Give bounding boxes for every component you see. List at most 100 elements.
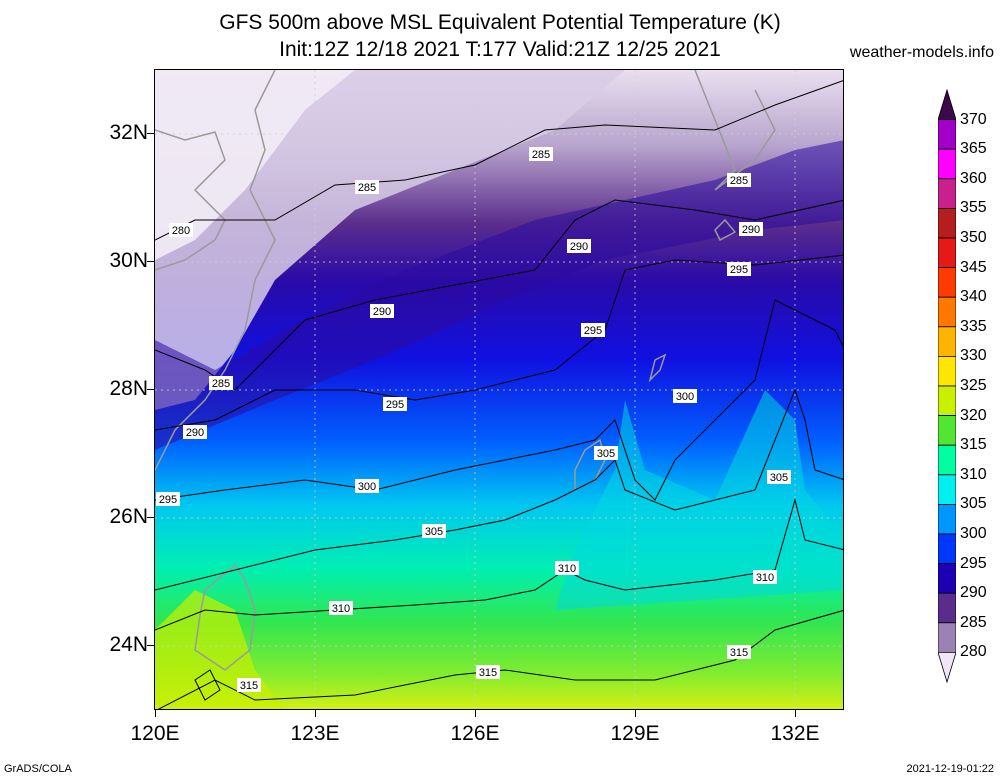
map-plot-area[interactable]: 280 285 285 285 285 290 290 290 290 295 … bbox=[154, 69, 844, 710]
svg-text:305: 305 bbox=[425, 526, 443, 538]
svg-text:290: 290 bbox=[570, 241, 588, 253]
colorbar-label: 325 bbox=[960, 377, 987, 394]
colorbar-label: 340 bbox=[960, 288, 987, 306]
svg-text:295: 295 bbox=[159, 494, 177, 506]
colorbar-swatch bbox=[938, 326, 956, 357]
contour-label: 290 bbox=[370, 304, 394, 318]
colorbar-swatch bbox=[938, 385, 956, 417]
contour-label: 290 bbox=[183, 425, 207, 439]
colorbar-swatch bbox=[938, 415, 956, 446]
map-svg: 280 285 285 285 285 290 290 290 290 295 … bbox=[155, 70, 843, 709]
svg-text:300: 300 bbox=[676, 391, 694, 403]
svg-text:315: 315 bbox=[730, 647, 748, 659]
lon-label-123e: 123E bbox=[290, 722, 340, 745]
svg-text:290: 290 bbox=[186, 427, 204, 439]
colorbar-swatch bbox=[938, 296, 956, 328]
svg-text:305: 305 bbox=[597, 448, 615, 460]
colorbar-swatch bbox=[938, 622, 956, 653]
lat-tick bbox=[147, 517, 154, 518]
colorbar-label: 355 bbox=[960, 199, 987, 217]
svg-text:305: 305 bbox=[770, 472, 788, 484]
lat-label-30n: 30N bbox=[109, 249, 148, 272]
svg-text:285: 285 bbox=[358, 182, 376, 194]
svg-text:290: 290 bbox=[373, 306, 391, 318]
colorbar-label: 280 bbox=[960, 643, 987, 661]
lat-label-24n: 24N bbox=[109, 633, 148, 656]
contour-label: 295 bbox=[727, 262, 751, 276]
colorbar-swatch bbox=[938, 563, 956, 594]
footer-timestamp: 2021-12-19-01:22 bbox=[906, 763, 994, 775]
colorbar-swatch bbox=[938, 355, 956, 387]
svg-text:295: 295 bbox=[584, 325, 602, 337]
lon-label-120e: 120E bbox=[130, 722, 180, 745]
contour-label: 295 bbox=[383, 397, 407, 411]
colorbar-label: 300 bbox=[960, 525, 987, 542]
svg-text:315: 315 bbox=[240, 680, 258, 692]
colorbar-swatch bbox=[938, 533, 956, 565]
colorbar-swatch bbox=[938, 208, 956, 239]
contour-label: 300 bbox=[355, 479, 379, 493]
lat-label-28n: 28N bbox=[109, 377, 148, 400]
contour-label: 290 bbox=[567, 239, 591, 253]
contour-label: 305 bbox=[422, 524, 446, 538]
contour-label: 280 bbox=[169, 223, 193, 237]
colorbar-label: 330 bbox=[960, 347, 987, 365]
svg-text:295: 295 bbox=[730, 264, 748, 276]
contour-label: 285 bbox=[355, 180, 379, 194]
footer-software: GrADS/COLA bbox=[4, 763, 72, 775]
contour-label: 290 bbox=[739, 222, 763, 236]
colorbar-swatch bbox=[938, 237, 956, 269]
svg-text:300: 300 bbox=[358, 481, 376, 493]
contour-label: 315 bbox=[727, 645, 751, 659]
svg-text:285: 285 bbox=[212, 378, 230, 390]
colorbar-label: 315 bbox=[960, 436, 987, 454]
contour-label: 310 bbox=[753, 570, 777, 584]
contour-label: 285 bbox=[529, 147, 553, 161]
contour-label: 300 bbox=[673, 389, 697, 403]
colorbar-swatch bbox=[938, 119, 956, 150]
colorbar-swatch bbox=[938, 88, 956, 120]
lon-label-126e: 126E bbox=[450, 722, 500, 745]
chart-subtitle: Init:12Z 12/18 2021 T:177 Valid:21Z 12/2… bbox=[279, 38, 721, 61]
colorbar-swatch bbox=[938, 148, 956, 180]
colorbar-swatch bbox=[938, 178, 956, 209]
svg-text:295: 295 bbox=[386, 399, 404, 411]
lat-tick bbox=[147, 133, 154, 134]
svg-text:280: 280 bbox=[172, 225, 190, 237]
colorbar-label: 290 bbox=[960, 584, 987, 602]
colorbar-label: 295 bbox=[960, 554, 987, 572]
contour-label: 310 bbox=[555, 561, 579, 575]
cold-air-region bbox=[155, 70, 625, 410]
lat-tick bbox=[147, 645, 154, 646]
lon-tick bbox=[475, 710, 476, 717]
svg-text:315: 315 bbox=[479, 667, 497, 679]
lon-label-132e: 132E bbox=[770, 722, 820, 745]
colorbar-label: 350 bbox=[960, 229, 987, 246]
colorbar-swatch bbox=[938, 503, 956, 535]
graticule bbox=[155, 70, 843, 709]
dark-purple-band bbox=[155, 140, 843, 450]
svg-text:285: 285 bbox=[730, 175, 748, 187]
contour-labels: 280 285 285 285 285 290 290 290 290 295 … bbox=[156, 147, 791, 692]
lon-tick bbox=[795, 710, 796, 717]
colorbar-label: 335 bbox=[960, 317, 987, 335]
colorbar-label: 360 bbox=[960, 169, 987, 187]
colorbar-label: 370 bbox=[960, 110, 987, 128]
lon-tick bbox=[635, 710, 636, 717]
contour-label: 295 bbox=[156, 492, 180, 506]
colorbar-label: 285 bbox=[960, 613, 987, 631]
colorbar-swatch bbox=[938, 444, 956, 476]
lat-tick bbox=[147, 261, 154, 262]
svg-text:290: 290 bbox=[742, 224, 760, 236]
colorbar-swatch bbox=[938, 474, 956, 505]
lon-tick bbox=[155, 710, 156, 717]
colorbar-label: 320 bbox=[960, 406, 987, 424]
colorbar-label: 345 bbox=[960, 258, 987, 276]
contour-label: 305 bbox=[767, 470, 791, 484]
colorbar-label: 305 bbox=[960, 495, 987, 513]
coldest-air-region bbox=[155, 70, 355, 260]
svg-text:310: 310 bbox=[558, 563, 576, 575]
svg-text:310: 310 bbox=[756, 572, 774, 584]
colorbar-label: 310 bbox=[960, 465, 987, 483]
lon-tick bbox=[315, 710, 316, 717]
